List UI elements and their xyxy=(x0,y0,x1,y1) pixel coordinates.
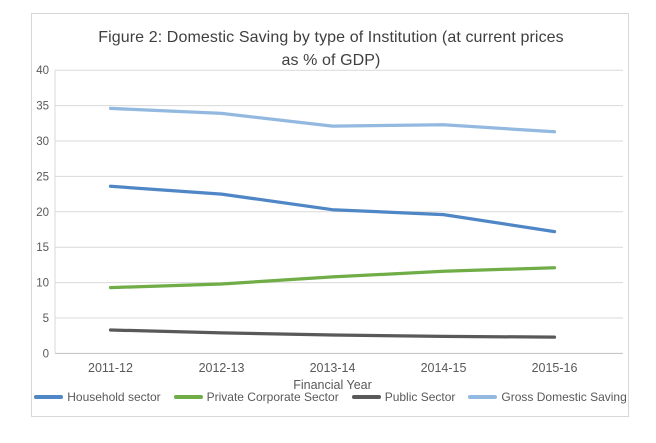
x-tick-label: 2014-15 xyxy=(421,361,467,375)
y-tick-label: 25 xyxy=(36,171,49,183)
legend-item: Public Sector xyxy=(351,390,456,404)
legend: Household sector Private Corporate Sector… xyxy=(32,390,629,404)
x-tick-label: 2012-13 xyxy=(199,361,245,375)
series-line-household-sector xyxy=(108,184,557,234)
legend-swatch xyxy=(34,395,64,399)
legend-swatch xyxy=(173,395,203,399)
legend-swatch xyxy=(351,395,381,399)
legend-label: Household sector xyxy=(67,390,161,404)
legend-swatch xyxy=(468,395,498,399)
chart-frame xyxy=(31,13,629,417)
y-tick-label: 10 xyxy=(36,278,49,290)
x-axis-title: Financial Year xyxy=(293,378,372,392)
x-tick-label: 2013-14 xyxy=(310,361,356,375)
legend-item: Household sector xyxy=(34,390,161,404)
y-tick-label: 40 xyxy=(36,65,49,77)
y-tick-label: 15 xyxy=(36,242,49,254)
legend-item: Private Corporate Sector xyxy=(173,390,339,404)
y-tick-label: 20 xyxy=(36,207,49,219)
x-tick-label: 2015-16 xyxy=(532,361,578,375)
y-tick-label: 5 xyxy=(43,313,49,325)
legend-label: Private Corporate Sector xyxy=(206,390,339,404)
series-line-public-sector xyxy=(108,328,557,339)
legend-item: Gross Domestic Saving xyxy=(468,390,627,404)
y-tick-label: 0 xyxy=(43,348,49,360)
x-tick-label: 2011-12 xyxy=(88,361,133,375)
legend-label: Gross Domestic Saving xyxy=(501,390,627,404)
y-tick-label: 30 xyxy=(36,136,49,148)
series-line-gross-domestic-saving xyxy=(108,106,557,134)
legend-label: Public Sector xyxy=(384,390,456,404)
chart-title: Figure 2: Domestic Saving by type of Ins… xyxy=(98,29,564,70)
y-tick-label: 35 xyxy=(36,101,49,113)
series-line-private-corporate-sector xyxy=(108,266,557,290)
